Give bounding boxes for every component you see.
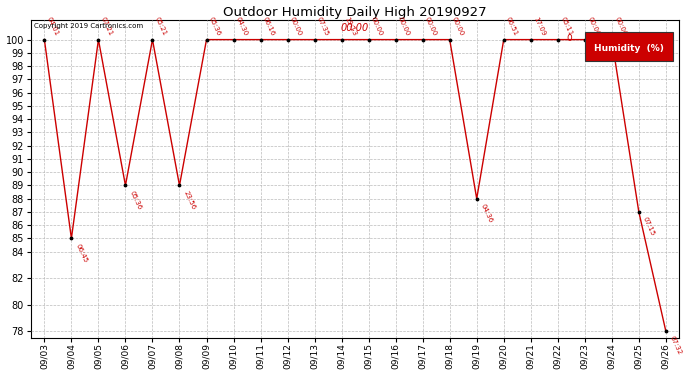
Text: 04:36: 04:36	[480, 202, 493, 223]
Text: Copyright 2019 Cartronics.com: Copyright 2019 Cartronics.com	[34, 23, 144, 29]
Text: 19:13: 19:13	[343, 16, 357, 37]
Text: 23:56: 23:56	[182, 189, 196, 210]
Title: Outdoor Humidity Daily High 20190927: Outdoor Humidity Daily High 20190927	[224, 6, 487, 18]
Text: 00:00: 00:00	[613, 16, 627, 37]
Text: 0: 0	[566, 34, 573, 43]
Text: 06:45: 06:45	[74, 243, 88, 263]
Text: 17:09: 17:09	[532, 16, 546, 37]
Text: 06:16: 06:16	[262, 16, 276, 37]
Text: 05:11: 05:11	[559, 16, 573, 37]
Text: 07:35: 07:35	[316, 16, 330, 37]
Text: 07:15: 07:15	[642, 216, 656, 237]
FancyBboxPatch shape	[585, 33, 673, 61]
Text: 07:32: 07:32	[669, 335, 682, 356]
Text: 00:00: 00:00	[370, 16, 384, 37]
Text: Humidity  (%): Humidity (%)	[594, 44, 664, 53]
Text: 00:00: 00:00	[451, 16, 465, 37]
Text: 00:00: 00:00	[397, 16, 411, 37]
Text: 00:00: 00:00	[341, 23, 369, 33]
Text: 07:21: 07:21	[100, 16, 114, 37]
Text: 04:01: 04:01	[46, 16, 60, 37]
Text: 05:21: 05:21	[154, 16, 168, 37]
Text: 00:00: 00:00	[424, 16, 438, 37]
Text: 04:30: 04:30	[235, 16, 249, 37]
Text: 06:51: 06:51	[505, 16, 519, 37]
Text: 05:36: 05:36	[128, 189, 142, 210]
Text: 05:36: 05:36	[208, 16, 222, 37]
Text: 00:00: 00:00	[289, 16, 303, 37]
Text: 00:00: 00:00	[586, 16, 600, 37]
